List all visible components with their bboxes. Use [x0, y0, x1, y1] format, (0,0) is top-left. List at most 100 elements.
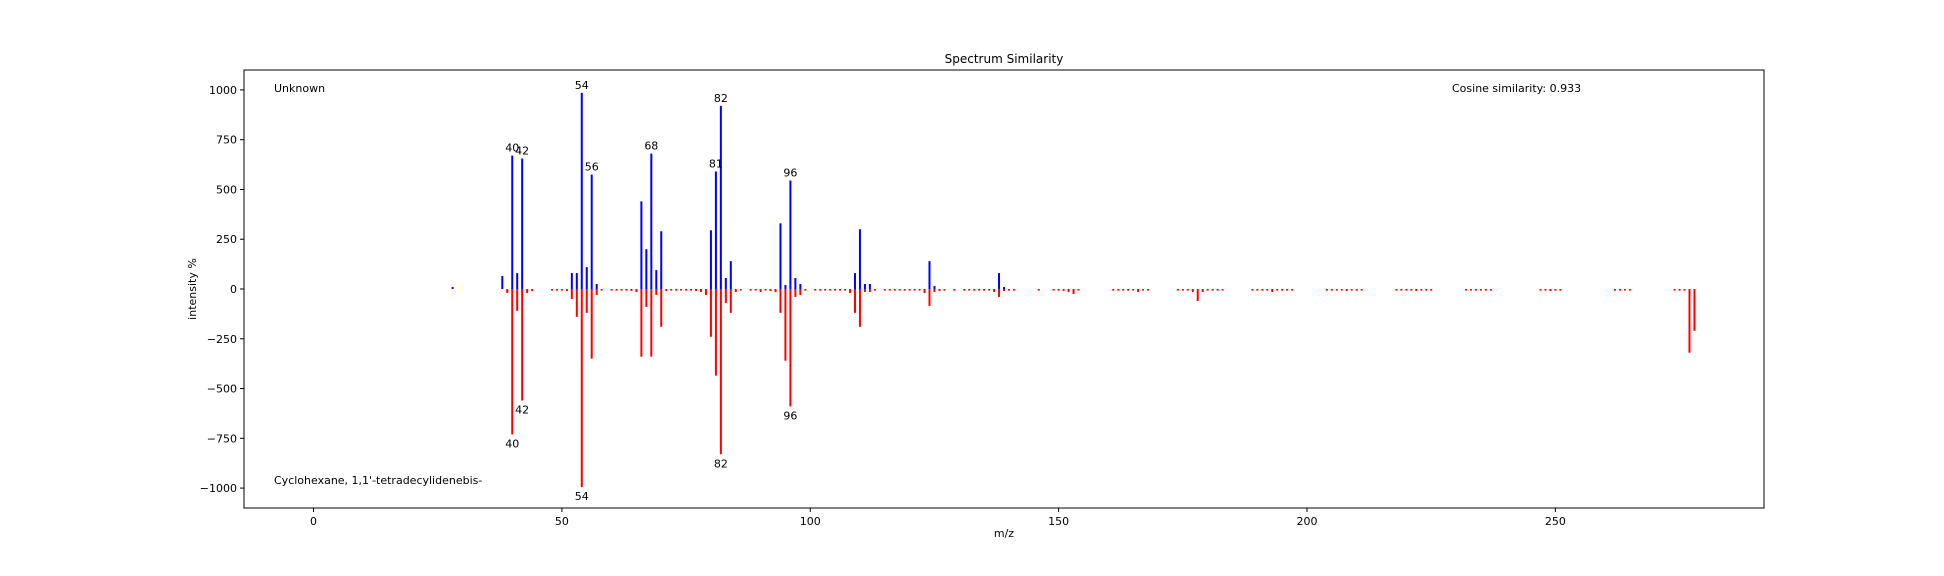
reference-peak-bar [1683, 289, 1686, 291]
reference-peak-bar [1037, 289, 1040, 291]
reference-peak-bar [849, 289, 852, 293]
query-spectrum-label: Unknown [274, 82, 325, 95]
peak-label: 42 [515, 403, 529, 416]
y-axis-label: intensity % [186, 258, 199, 320]
peak-label: 42 [515, 145, 529, 158]
reference-peak-bar [695, 289, 698, 291]
reference-peak-bar [1479, 289, 1482, 291]
reference-peak-bar [714, 289, 717, 376]
reference-peak-bar [585, 289, 588, 313]
reference-peak-bar [625, 289, 628, 291]
query-peak-bar [645, 249, 648, 289]
reference-peak-bar [724, 289, 727, 303]
reference-peak-bar [690, 289, 693, 291]
reference-peak-bar [1191, 289, 1194, 292]
y-tick-label: 500 [216, 183, 237, 196]
reference-peak-bar [699, 289, 702, 292]
reference-peak-bar [1137, 289, 1140, 292]
reference-peak-bar [719, 289, 722, 455]
reference-peak-bar [565, 289, 568, 291]
reference-peak-bar [953, 289, 956, 291]
reference-peak-bar [1415, 289, 1418, 291]
reference-peak-bar [635, 289, 638, 292]
reference-peak-bar [794, 289, 797, 297]
reference-peak-bar [1132, 289, 1135, 291]
query-peak-bar [655, 270, 658, 289]
reference-peak-bar [1003, 289, 1005, 291]
y-tick-label: 0 [230, 283, 237, 296]
reference-peak-bar [1355, 289, 1358, 291]
reference-peak-bar [963, 289, 966, 291]
reference-peak-bar [1117, 289, 1120, 291]
query-peak-bar [521, 158, 524, 289]
x-axis: 0 50 100 150 200 250 [310, 508, 1566, 528]
reference-peak-bar [1400, 289, 1403, 291]
reference-peak-bar [814, 289, 817, 291]
reference-peak-bar [665, 289, 668, 291]
x-tick-label: 150 [1048, 515, 1069, 528]
chart-title: Spectrum Similarity [945, 52, 1064, 66]
reference-peak-bar [943, 289, 946, 291]
peak-label: 54 [575, 79, 589, 92]
reference-peak-bar [1127, 289, 1130, 291]
reference-peak-bar [575, 289, 578, 317]
reference-peak-bar [903, 289, 906, 291]
reference-peak-bar [1256, 289, 1259, 291]
reference-peak-bar [670, 289, 673, 291]
x-tick-label: 200 [1297, 515, 1318, 528]
reference-peak-bar [610, 289, 613, 291]
reference-peak-bar [555, 289, 558, 291]
reference-peak-bar [1335, 289, 1338, 291]
reference-peak-bar [923, 289, 926, 293]
y-tick-label: 750 [216, 134, 237, 147]
reference-peak-bar [1261, 289, 1264, 291]
reference-peak-bar [1554, 289, 1557, 291]
reference-peak-bar [1345, 289, 1348, 291]
cosine-similarity-label: Cosine similarity: 0.933 [1452, 82, 1581, 95]
reference-peak-bar [754, 289, 757, 291]
query-peak-bar [575, 273, 578, 289]
reference-peak-bar [784, 289, 787, 361]
reference-peak-bar [1405, 289, 1408, 291]
peak-label: 54 [575, 490, 589, 503]
reference-peak-bar [1271, 289, 1274, 292]
reference-peak-bar [933, 289, 936, 292]
reference-peak-bar [1340, 289, 1343, 291]
reference-peak-bar [704, 289, 707, 295]
reference-peak-bar [1007, 289, 1010, 291]
query-peak-bar [794, 278, 797, 289]
y-tick-label: −250 [207, 333, 237, 346]
reference-peak-bar [1474, 289, 1477, 291]
reference-peak-bar [590, 289, 593, 359]
reference-peak-bar [1693, 289, 1696, 331]
reference-peak-bar [1539, 289, 1542, 291]
query-peak-bar [933, 286, 936, 289]
reference-peak-bar [978, 289, 981, 291]
reference-peak-bar [1613, 289, 1616, 291]
x-tick-label: 100 [800, 515, 821, 528]
query-peak-bar [719, 105, 722, 289]
query-peak-bar [729, 261, 732, 289]
reference-peak-bar [600, 289, 603, 291]
reference-peak-bar [1544, 289, 1547, 291]
peak-label: 96 [783, 167, 797, 180]
query-peak-bar [501, 276, 504, 289]
query-peak-bar [660, 231, 663, 289]
reference-peak-bar [1559, 289, 1562, 291]
reference-peak-bar [1360, 289, 1363, 291]
reference-peak-bar [1221, 289, 1224, 291]
peak-label: 82 [714, 92, 728, 105]
query-peak-bar [1003, 287, 1005, 289]
reference-peak-bar [1410, 289, 1413, 291]
reference-peak-bar [993, 289, 996, 292]
peak-label: 68 [644, 140, 658, 153]
reference-peak-bar [630, 289, 633, 291]
reference-peak-bar [868, 289, 871, 292]
reference-peak-bar [819, 289, 822, 291]
peak-label: 96 [783, 409, 797, 422]
reference-peak-bar [615, 289, 618, 291]
peak-label: 40 [505, 142, 519, 155]
peak-label: 40 [505, 437, 519, 450]
reference-peak-bar [1052, 289, 1055, 291]
